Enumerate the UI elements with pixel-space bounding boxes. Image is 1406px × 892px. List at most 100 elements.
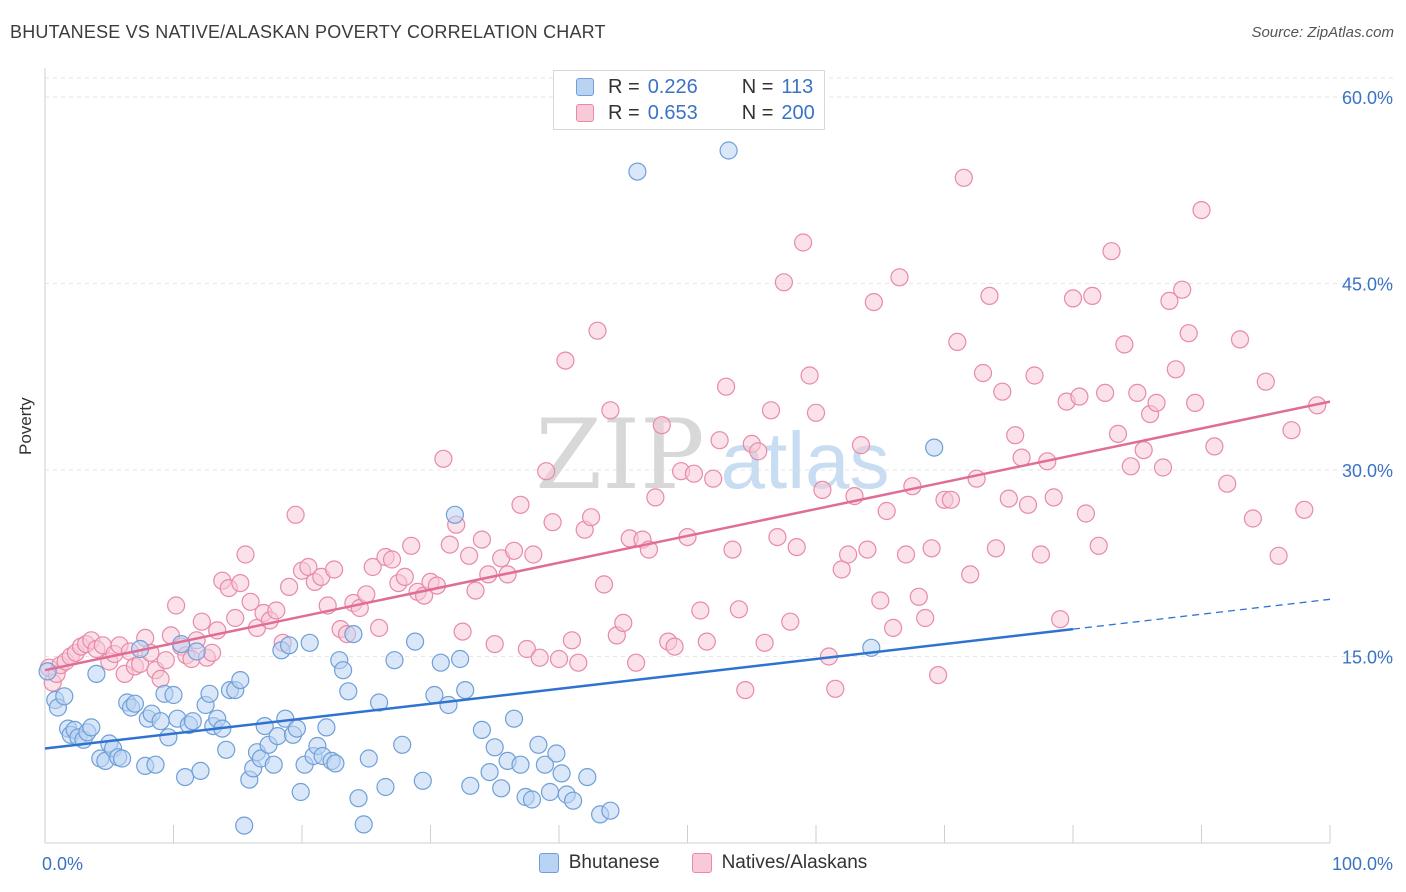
bhutanese-point: [431, 653, 450, 672]
watermark: ZIP atlas: [535, 399, 889, 511]
natives-alaskans-point: [909, 587, 928, 606]
legend-r-label: R =: [608, 75, 640, 98]
natives-alaskans-point: [543, 513, 562, 532]
bhutanese-point: [183, 712, 202, 731]
natives-alaskans-point: [156, 651, 175, 670]
natives-alaskans-point: [1173, 280, 1192, 299]
natives-alaskans-point: [999, 489, 1018, 508]
natives-alaskans-point: [691, 601, 710, 620]
natives-alaskans-point: [890, 268, 909, 287]
natives-alaskans-point: [774, 273, 794, 292]
bhutanese-point: [344, 624, 363, 644]
bhutanese-point: [112, 749, 132, 768]
natives-alaskans-point: [1121, 457, 1140, 476]
bhutanese-point: [191, 761, 210, 781]
bhutanese-point: [200, 684, 219, 703]
natives-alaskans-point: [1134, 441, 1153, 460]
natives-alaskans-point: [1256, 372, 1275, 391]
natives-alaskans-point: [434, 449, 453, 468]
legend-label-natives: Natives/Alaskans: [721, 852, 868, 873]
natives-alaskans-point: [973, 363, 993, 383]
natives-alaskans-point: [1115, 335, 1134, 354]
bhutanese-trend-extension: [1072, 598, 1331, 630]
natives-alaskans-point: [524, 545, 543, 564]
natives-alaskans-point: [1102, 242, 1121, 261]
bhutanese-point: [504, 709, 524, 728]
x-tick-label: 0.0%: [42, 854, 83, 874]
bhutanese-point: [439, 695, 458, 715]
bhutanese-point: [38, 662, 57, 681]
bhutanese-point: [151, 712, 170, 731]
bhutanese-point: [511, 755, 530, 774]
natives-alaskans-point: [851, 436, 871, 455]
natives-alaskans-point: [562, 631, 582, 650]
natives-alaskans-point: [402, 536, 421, 555]
natives-alaskans-point: [736, 680, 755, 700]
natives-alaskans-point: [1083, 286, 1102, 305]
natives-alaskans-point: [877, 501, 896, 521]
bhutanese-trend-line: [44, 627, 1074, 750]
bhutanese-point: [406, 632, 425, 651]
bhutanese-point: [425, 685, 444, 705]
bhutanese-point: [326, 754, 345, 773]
natives-alaskans-point: [864, 293, 883, 312]
natives-alaskans-point: [993, 382, 1012, 401]
natives-alaskans-point: [479, 565, 498, 584]
natives-alaskans-point: [427, 576, 446, 595]
bhutanese-point: [339, 682, 358, 701]
natives-alaskans-point: [203, 643, 222, 662]
correlation-legend: R = 0.226 N = 113 R = 0.653 N = 200: [553, 70, 825, 130]
legend-r-label: R =: [608, 101, 640, 124]
natives-alaskans-point: [286, 505, 305, 524]
natives-alaskans-point: [871, 591, 890, 610]
natives-alaskans-point: [472, 530, 491, 549]
x-tick-label: 100.0%: [1332, 854, 1393, 874]
tick-labels: 15.0% 30.0% 45.0% 60.0% 0.0% 100.0%: [42, 88, 1393, 874]
natives-alaskans-point: [980, 286, 999, 305]
bhutanese-point: [547, 744, 566, 763]
natives-alaskans-point: [1243, 509, 1263, 528]
natives-alaskans-point: [363, 557, 382, 577]
natives-alaskans-point: [838, 545, 858, 564]
natives-alaskans-point: [948, 332, 967, 351]
natives-alaskans-point: [1095, 383, 1115, 402]
y-tick-label: 30.0%: [1342, 461, 1393, 481]
natives-alaskans-point: [710, 431, 729, 450]
bhutanese-point: [628, 162, 647, 181]
bhutanese-point: [354, 815, 373, 834]
natives-alaskans-point: [1031, 545, 1051, 564]
bhutanese-point: [472, 720, 491, 740]
bhutanese-point: [370, 693, 389, 712]
natives-alaskans-point: [1192, 201, 1211, 220]
natives-alaskans-point: [357, 585, 376, 604]
watermark-zip: ZIP: [535, 399, 704, 511]
bhutanese-point: [480, 762, 499, 782]
natives-alaskans-point: [1070, 387, 1089, 406]
legend-swatch-pink: [691, 853, 712, 873]
natives-alaskans-point: [1076, 504, 1096, 523]
natives-alaskans-point: [787, 537, 806, 557]
bhutanese-point: [264, 755, 283, 774]
bhutanese-point: [82, 718, 101, 737]
bhutanese-point: [413, 771, 432, 790]
legend-swatch-blue: [538, 853, 559, 873]
legend-label-bhutanese: Bhutanese: [568, 852, 660, 873]
natives-alaskans-point: [1205, 437, 1224, 456]
natives-alaskans-point: [684, 464, 704, 483]
natives-alaskans-point: [1153, 458, 1173, 477]
natives-alaskans-point: [569, 653, 588, 672]
bhutanese-point: [334, 661, 353, 680]
natives-alaskans-point: [883, 618, 903, 638]
natives-alaskans-point: [1147, 393, 1166, 412]
bhutanese-point: [485, 738, 504, 757]
natives-alaskans-point: [928, 665, 948, 685]
natives-alaskans-point: [903, 477, 922, 496]
natives-alaskans-point: [1012, 448, 1031, 467]
natives-alaskans-point: [382, 550, 402, 569]
bhutanese-point: [563, 791, 583, 810]
natives-alaskans-point: [781, 612, 800, 631]
natives-alaskans-point: [704, 469, 723, 488]
bhutanese-point: [217, 740, 236, 759]
natives-alaskans-point: [1218, 474, 1237, 493]
natives-alaskans-point: [961, 565, 980, 584]
